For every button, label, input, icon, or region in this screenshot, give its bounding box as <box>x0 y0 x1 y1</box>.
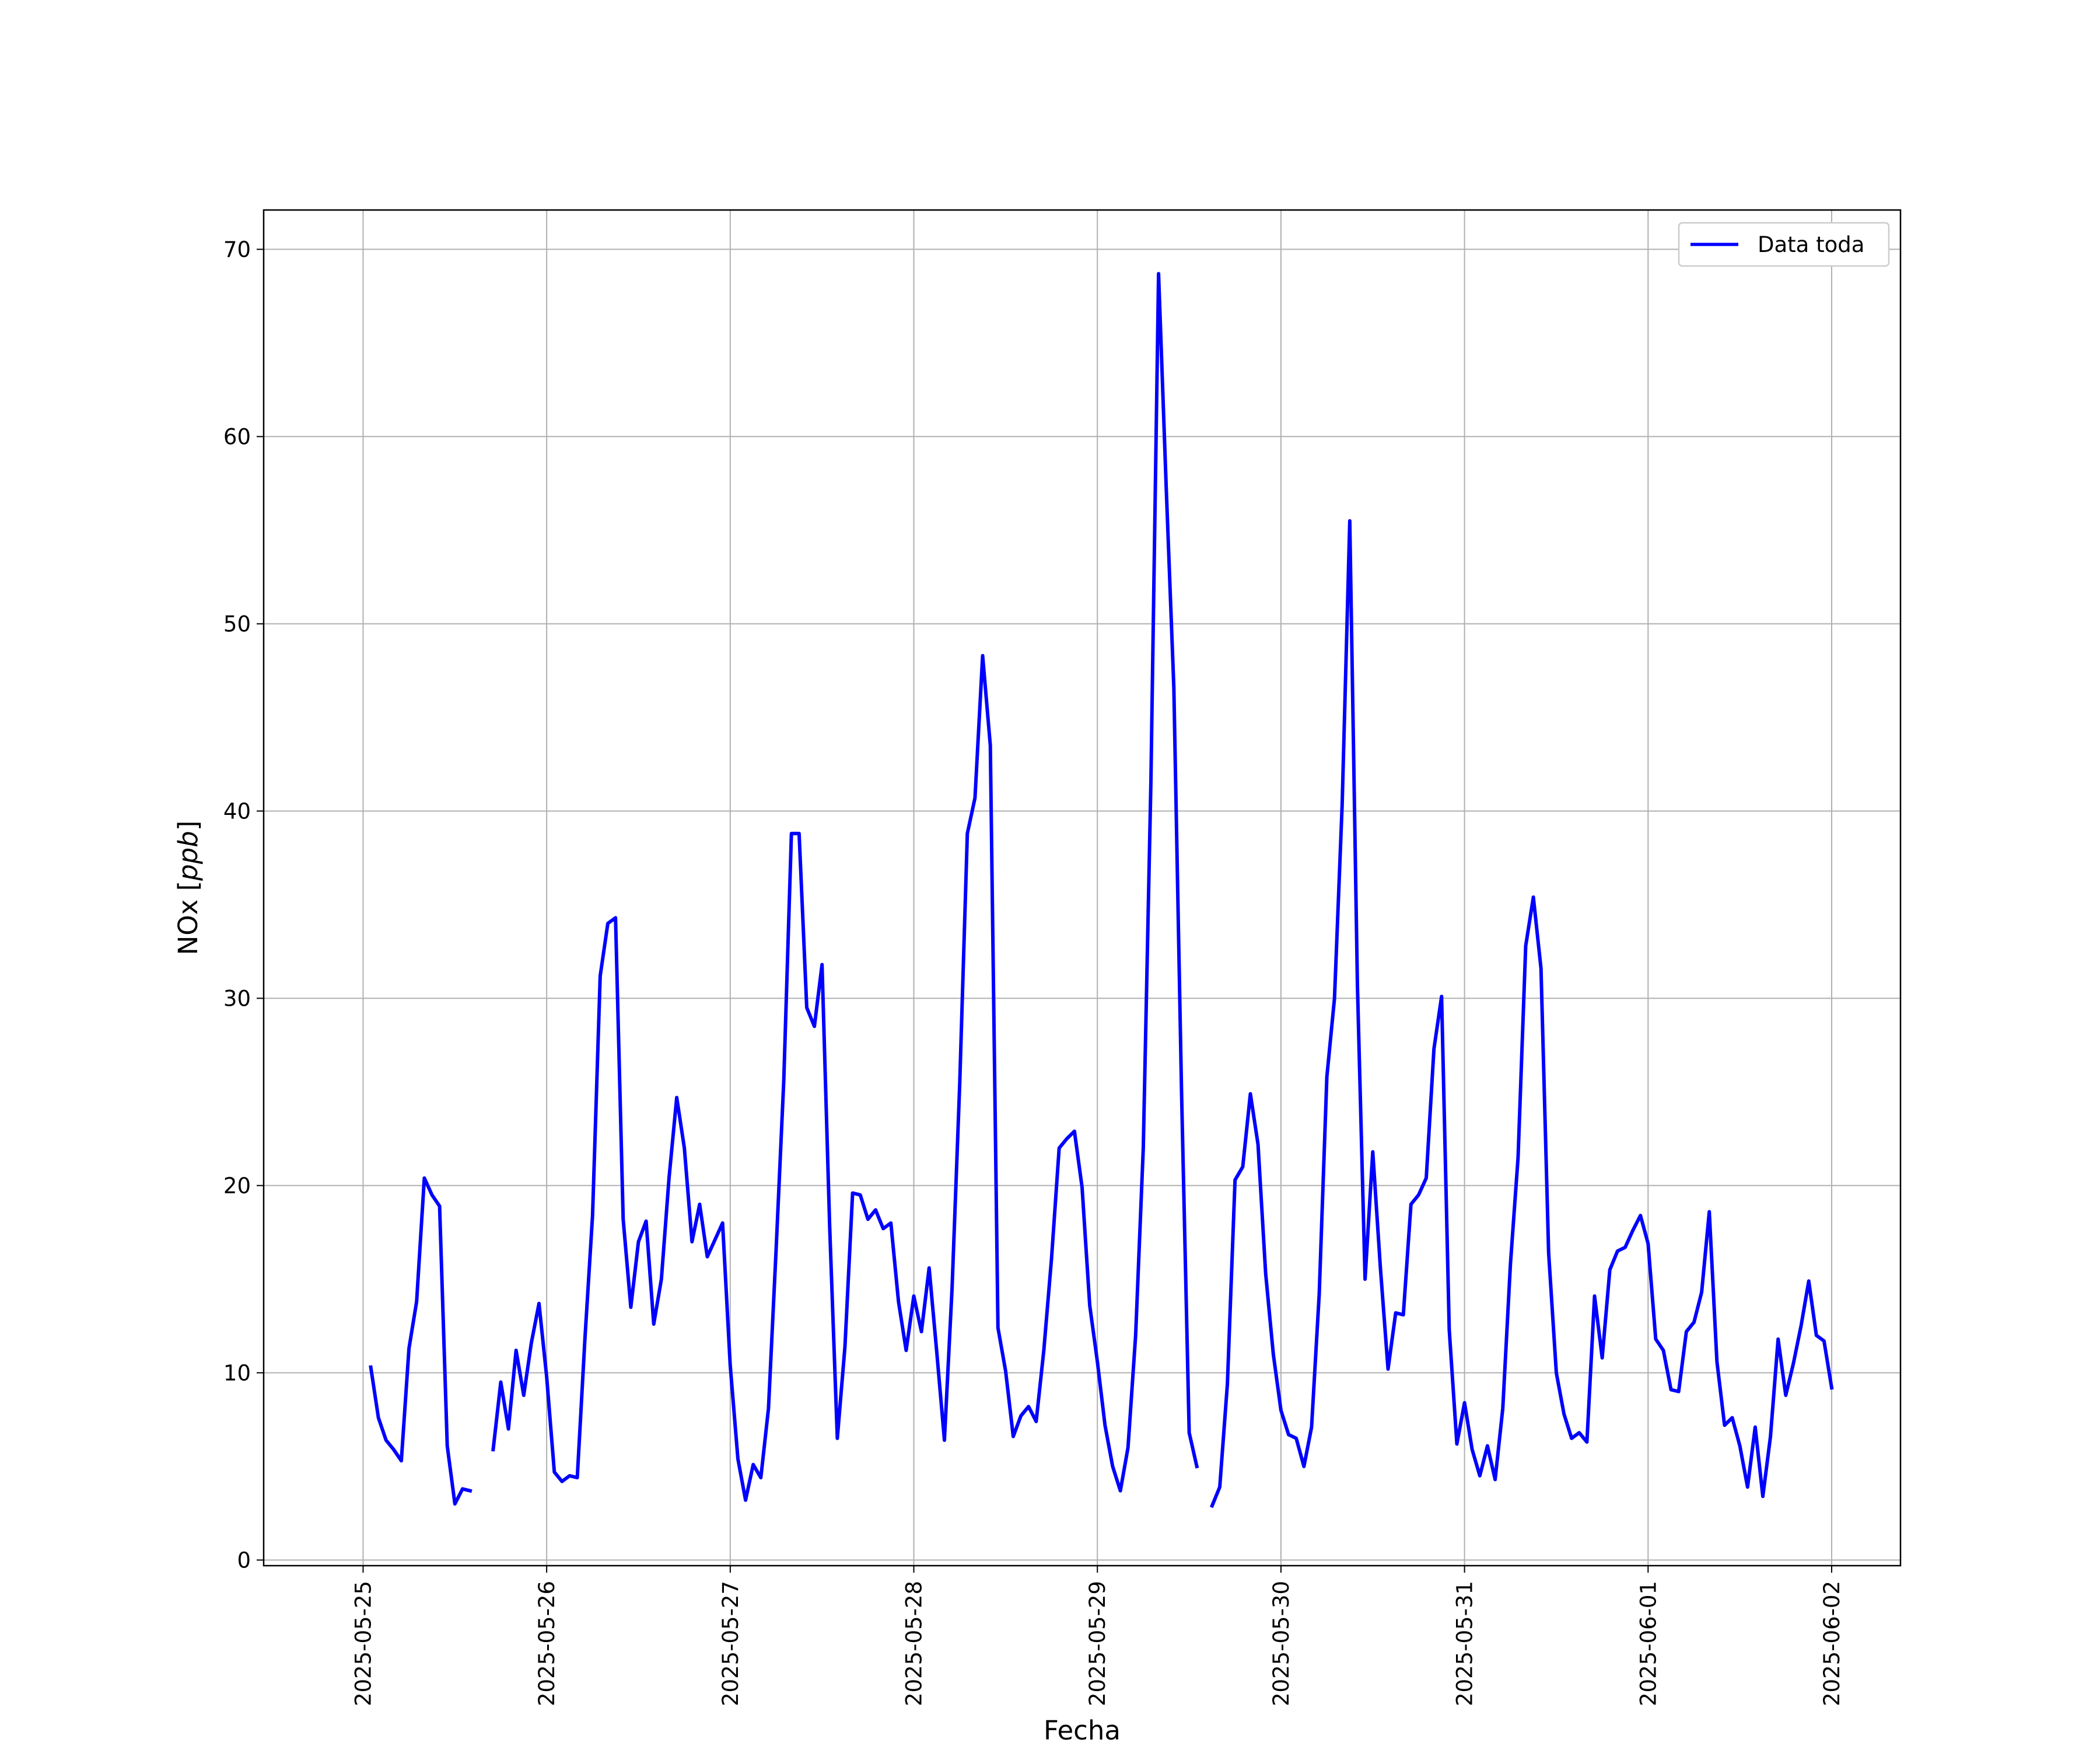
series-line-segment <box>1209 519 1834 1508</box>
y-axis-title-main: NOx <box>173 891 204 955</box>
x-tick-label: 2025-05-27 <box>718 1581 743 1706</box>
x-tick-label: 2025-05-31 <box>1452 1581 1478 1706</box>
y-tick-label: 70 <box>223 237 251 262</box>
plot-frame <box>262 209 1902 1567</box>
x-tick-label: 2025-06-01 <box>1636 1581 1661 1706</box>
series-line-segment <box>369 1176 473 1506</box>
x-tick-label: 2025-06-02 <box>1819 1581 1845 1706</box>
y-tick-label: 60 <box>223 424 251 449</box>
x-tick-label: 2025-05-26 <box>534 1581 559 1706</box>
y-tick-label: 10 <box>223 1360 251 1385</box>
y-tick-label: 0 <box>237 1548 251 1573</box>
axis-ticks: 2025-05-25 2025-05-26 2025-05-27 2025-05-28… <box>223 237 1845 1706</box>
y-axis-title-unit: ppb <box>173 831 204 881</box>
x-axis-title: Fecha <box>1044 1715 1121 1746</box>
y-axis-title-close: ] <box>173 821 204 831</box>
y-tick-label: 30 <box>223 986 251 1011</box>
y-tick-label: 40 <box>223 799 251 824</box>
x-tick-label: 2025-05-29 <box>1085 1581 1110 1706</box>
x-tick-label: 2025-05-25 <box>351 1581 376 1706</box>
x-tick-label: 2025-05-28 <box>902 1581 927 1706</box>
series-line-segment <box>491 272 1199 1502</box>
y-tick-label: 50 <box>223 611 251 636</box>
y-axis-title: NOx [ppb] <box>173 821 204 956</box>
legend-label: Data toda <box>1758 232 1864 257</box>
y-tick-label: 20 <box>223 1173 251 1198</box>
y-axis-title-open: [ <box>173 881 204 891</box>
x-tick-label: 2025-05-30 <box>1269 1581 1294 1706</box>
legend: Data toda <box>1678 222 1890 267</box>
data-line <box>369 272 1834 1508</box>
grid <box>264 210 1901 1566</box>
legend-box <box>1678 222 1890 267</box>
